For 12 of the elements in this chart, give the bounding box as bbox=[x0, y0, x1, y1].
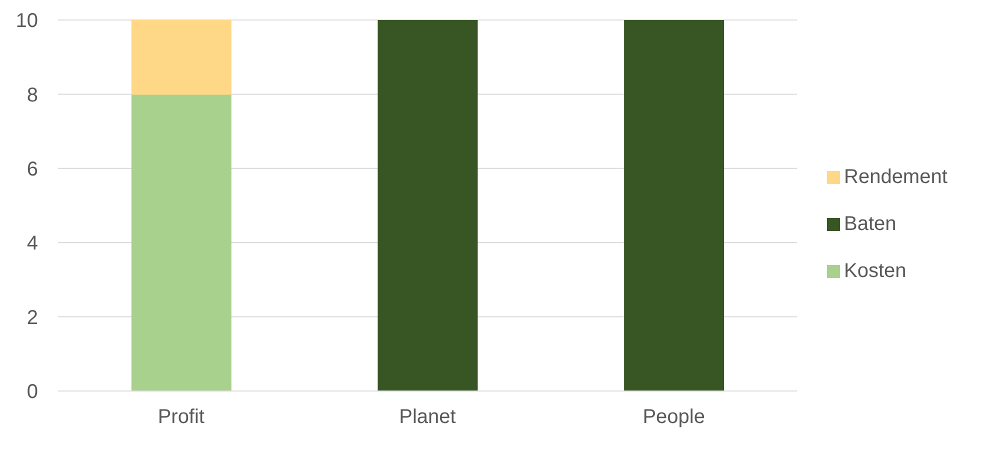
y-tick-label: 10 bbox=[16, 10, 38, 32]
x-tick-label: Profit bbox=[158, 406, 205, 428]
y-tick-label: 4 bbox=[26, 232, 38, 255]
legend-label: Rendement bbox=[844, 166, 948, 189]
y-tick-label: 2 bbox=[26, 306, 38, 329]
y-tick-label: 0 bbox=[26, 381, 38, 404]
y-tick-label: 6 bbox=[26, 158, 38, 180]
legend-label: Kosten bbox=[844, 260, 906, 283]
x-tick-label: People bbox=[642, 406, 705, 428]
x-tick-label: Planet bbox=[399, 406, 456, 428]
legend-label: Baten bbox=[844, 213, 896, 236]
y-tick-label: 8 bbox=[26, 84, 38, 106]
